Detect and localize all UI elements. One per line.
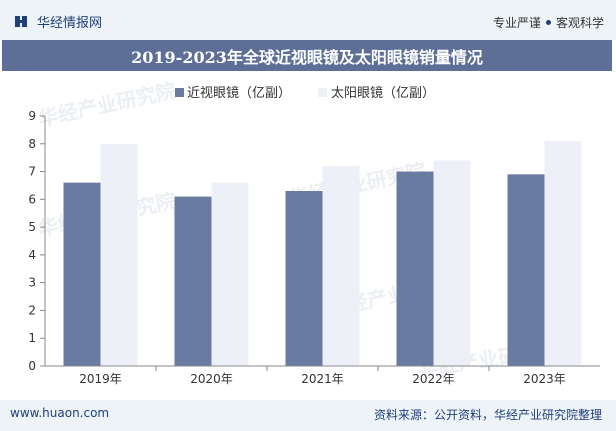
y-axis: 0 1 2 3 4 5 6 7 8 9: [28, 109, 46, 373]
watermark-text: 华经产业研究院: [36, 78, 178, 131]
title-bar: 2019-2023年全球近视眼镜及太阳眼镜销量情况: [2, 40, 612, 71]
bar-chart: 华经产业研究院 华经产业研究院 华经产业研究院 华经产业研究院 华经产业研究院 …: [28, 78, 600, 386]
y-tick-label: 0: [28, 359, 36, 373]
tagline-left: 专业严谨: [492, 16, 541, 30]
bar-series-1: [63, 182, 101, 366]
y-tick-label: 3: [28, 276, 36, 290]
logo-icon: [15, 15, 27, 27]
x-axis: 2019年 2020年 2021年 2022年 2023年: [45, 365, 600, 386]
y-tick-label: 6: [28, 192, 36, 206]
x-tick-label: 2023年: [523, 372, 566, 386]
y-tick-label: 8: [28, 137, 36, 151]
bars: [63, 141, 582, 366]
y-tick-label: 9: [28, 109, 36, 123]
bar-series-1: [174, 196, 212, 366]
tagline: 专业严谨 客观科学: [493, 14, 604, 31]
chart-title: 2019-2023年全球近视眼镜及太阳眼镜销量情况: [131, 47, 483, 67]
x-tick-label: 2019年: [79, 372, 122, 386]
bar-series-2: [544, 141, 582, 366]
footer-source: 资料来源：公开资料，华经产业研究院整理: [373, 408, 602, 422]
y-tick-label: 2: [28, 303, 36, 317]
y-tick-label: 5: [28, 220, 36, 234]
footer-website-link[interactable]: www.huaon.com: [10, 406, 110, 420]
bar-series-1: [285, 191, 323, 366]
x-tick-label: 2021年: [301, 372, 344, 386]
bar-series-1: [507, 174, 545, 366]
bar-series-2: [100, 143, 138, 366]
logo-text: 华经情报网: [37, 15, 103, 31]
bar-series-2: [322, 166, 360, 366]
x-tick-label: 2020年: [190, 372, 233, 386]
bullet-icon: [545, 20, 551, 25]
bar-series-1: [396, 171, 434, 366]
brand-logo[interactable]: 华经情报网: [14, 13, 103, 31]
legend-swatch-series-2: [318, 88, 327, 97]
y-tick-label: 4: [28, 248, 36, 262]
tagline-right: 客观科学: [555, 16, 604, 30]
footer-bar: www.huaon.com 资料来源：公开资料，华经产业研究院整理: [0, 400, 616, 431]
legend-label-series-1: 近视眼镜（亿副）: [187, 86, 291, 101]
legend-swatch-series-1: [175, 88, 184, 97]
header-bar: 华经情报网 专业严谨 客观科学: [0, 0, 616, 40]
y-tick-label: 7: [28, 165, 36, 179]
legend: 近视眼镜（亿副） 太阳眼镜（亿副）: [175, 86, 435, 101]
bar-series-2: [211, 182, 249, 366]
bar-series-2: [433, 160, 471, 366]
legend-label-series-2: 太阳眼镜（亿副）: [331, 86, 435, 101]
x-tick-label: 2022年: [412, 372, 455, 386]
y-tick-label: 1: [28, 331, 36, 345]
